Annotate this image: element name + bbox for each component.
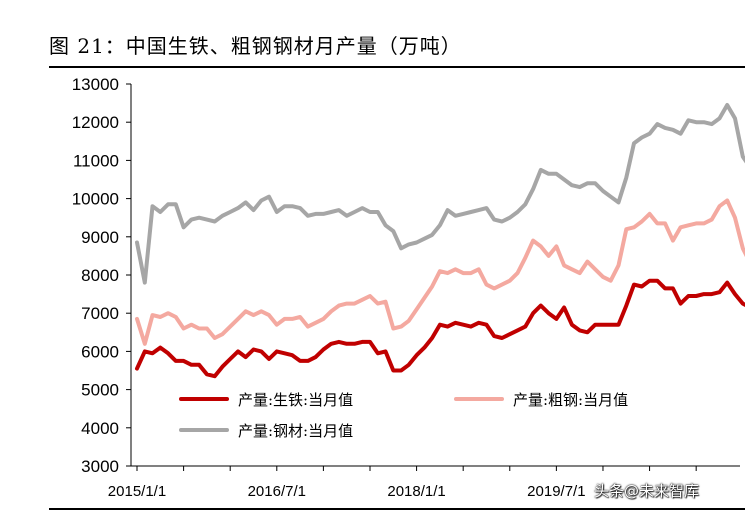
title-rule	[49, 66, 745, 68]
y-tick-label: 13000	[72, 75, 119, 94]
axes: 3000 4000 5000 6000 7000 8000 9000 10000 11000 12…	[72, 75, 740, 500]
x-tick-label: 2019/7/1	[527, 483, 585, 500]
series-line-2	[135, 198, 745, 346]
watermark: 头条@未来智库	[594, 482, 700, 500]
y-tick-label: 12000	[72, 113, 119, 132]
series-layer	[135, 103, 745, 379]
y-tick-label: 8000	[81, 266, 119, 285]
chart-title: 图 21：中国生铁、粗钢钢材月产量（万吨）	[49, 34, 462, 58]
legend-label-3: 产量:钢材:当月值	[238, 422, 353, 440]
y-tick-label: 10000	[72, 190, 119, 209]
y-tick-label: 7000	[81, 304, 119, 323]
series-line-1	[135, 278, 745, 379]
x-tick-label: 2016/7/1	[248, 483, 306, 500]
y-tick-label: 11000	[73, 151, 119, 170]
y-tick-label: 6000	[81, 342, 119, 361]
y-tick-label: 4000	[81, 419, 119, 438]
y-tick-label: 9000	[81, 228, 119, 247]
x-tick-label: 2018/1/1	[387, 483, 445, 500]
bottom-rule	[49, 508, 745, 510]
y-tick-label: 5000	[81, 381, 119, 400]
legend-label-2: 产量:粗钢:当月值	[513, 391, 628, 409]
legend-label-1: 产量:生铁:当月值	[238, 391, 353, 409]
y-tick-label: 3000	[81, 457, 119, 476]
x-tick-label: 2015/1/1	[108, 483, 166, 500]
series-line-3	[135, 103, 745, 285]
